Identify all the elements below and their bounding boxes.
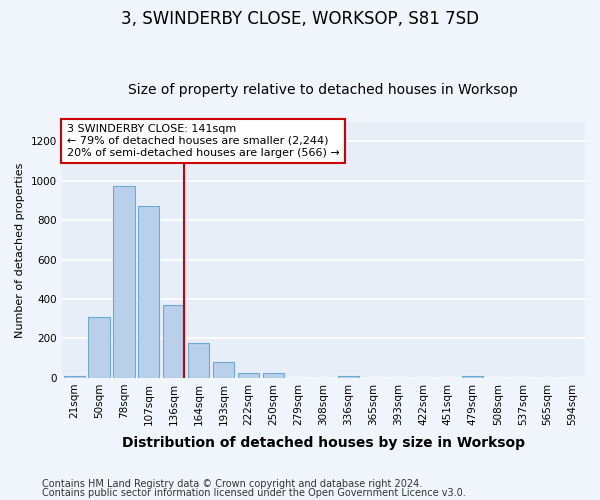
Bar — [462, 376, 484, 378]
Bar — [188, 344, 209, 378]
Bar — [138, 206, 160, 378]
Bar — [64, 376, 85, 378]
Text: Contains HM Land Registry data © Crown copyright and database right 2024.: Contains HM Land Registry data © Crown c… — [42, 479, 422, 489]
Text: 3 SWINDERBY CLOSE: 141sqm
← 79% of detached houses are smaller (2,244)
20% of se: 3 SWINDERBY CLOSE: 141sqm ← 79% of detac… — [67, 124, 340, 158]
X-axis label: Distribution of detached houses by size in Worksop: Distribution of detached houses by size … — [122, 436, 525, 450]
Text: Contains public sector information licensed under the Open Government Licence v3: Contains public sector information licen… — [42, 488, 466, 498]
Text: 3, SWINDERBY CLOSE, WORKSOP, S81 7SD: 3, SWINDERBY CLOSE, WORKSOP, S81 7SD — [121, 10, 479, 28]
Bar — [113, 186, 134, 378]
Bar — [163, 305, 184, 378]
Bar — [263, 373, 284, 378]
Bar — [338, 376, 359, 378]
Y-axis label: Number of detached properties: Number of detached properties — [15, 162, 25, 338]
Bar — [238, 373, 259, 378]
Title: Size of property relative to detached houses in Worksop: Size of property relative to detached ho… — [128, 83, 518, 97]
Bar — [88, 317, 110, 378]
Bar — [213, 362, 234, 378]
